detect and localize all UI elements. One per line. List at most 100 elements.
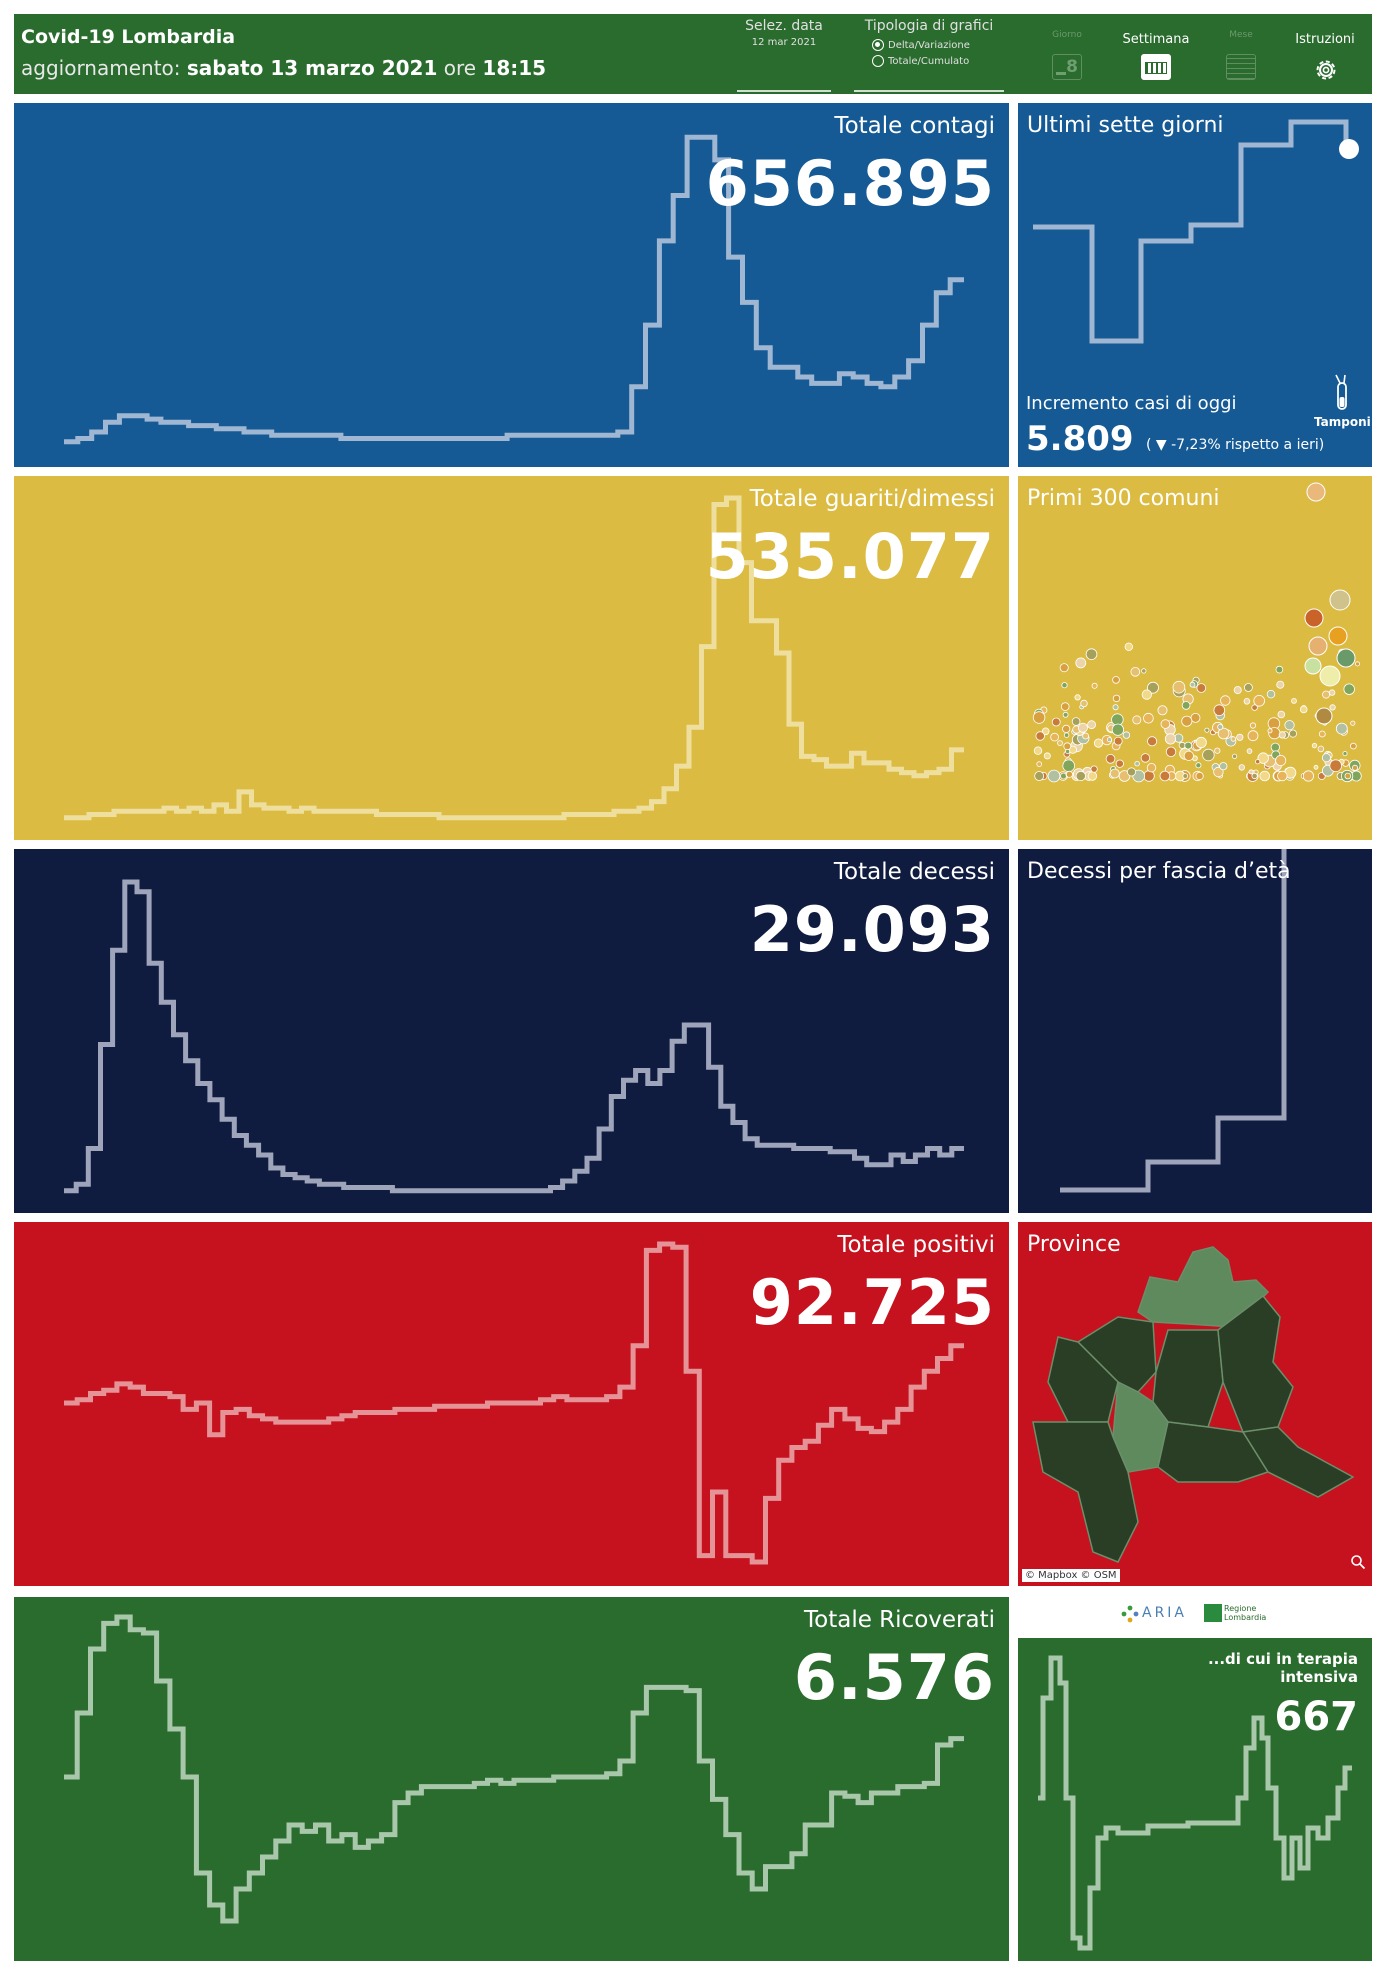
comune-bubble[interactable] (1043, 752, 1051, 760)
comune-bubble[interactable] (1127, 767, 1137, 777)
comune-bubble[interactable] (1062, 724, 1071, 733)
comune-bubble[interactable] (1202, 748, 1215, 762)
chart-type-option-delta[interactable]: Delta/Variazione (872, 39, 1004, 51)
comune-bubble[interactable] (1335, 722, 1348, 735)
comune-bubble[interactable] (1159, 770, 1171, 782)
comune-bubble[interactable] (1251, 704, 1258, 711)
comune-bubble[interactable] (1036, 761, 1043, 767)
comune-bubble[interactable] (1141, 668, 1147, 674)
comune-bubble[interactable] (1291, 697, 1297, 704)
panel-ultimi-sette-giorni[interactable]: Ultimi sette giorni Incremento casi di o… (1018, 103, 1372, 467)
comune-bubble[interactable] (1255, 759, 1261, 765)
comune-bubble[interactable] (1302, 770, 1314, 782)
comune-bubble[interactable] (1233, 686, 1242, 695)
comune-bubble[interactable] (1115, 759, 1124, 768)
comune-bubble[interactable] (1195, 771, 1204, 781)
tamponi-label[interactable]: Tamponi (1314, 415, 1371, 429)
comune-bubble[interactable] (1085, 648, 1098, 661)
comune-bubble[interactable] (1172, 680, 1186, 694)
comune-bubble[interactable] (1343, 683, 1355, 695)
comune-bubble[interactable] (1284, 720, 1295, 731)
comune-bubble[interactable] (1065, 770, 1073, 778)
comune-bubble[interactable] (1342, 751, 1348, 757)
comune-bubble[interactable] (1329, 704, 1336, 711)
comune-bubble[interactable] (1217, 727, 1230, 740)
comune-bubble[interactable] (1165, 746, 1177, 758)
comune-bubble[interactable] (1113, 736, 1123, 746)
comune-bubble[interactable] (1232, 753, 1238, 759)
comune-bubble[interactable] (1213, 766, 1224, 778)
comune-bubble[interactable] (1112, 704, 1119, 711)
comune-bubble[interactable] (1247, 730, 1259, 742)
comune-bubble[interactable] (1090, 765, 1098, 773)
comune-bubble-large[interactable] (1336, 648, 1356, 668)
comune-bubble[interactable] (1132, 715, 1142, 725)
comune-bubble[interactable] (1299, 705, 1308, 714)
comune-bubble[interactable] (1214, 747, 1221, 754)
comune-bubble[interactable] (1257, 752, 1269, 764)
comune-bubble[interactable] (1051, 717, 1061, 727)
comune-bubble[interactable] (1122, 731, 1131, 739)
comune-bubble[interactable] (1093, 738, 1104, 748)
comune-bubble[interactable] (1351, 764, 1358, 771)
comune-bubble[interactable] (1059, 663, 1069, 673)
comune-bubble-large[interactable] (1308, 636, 1328, 656)
nav-istruzioni-button[interactable]: Istruzioni (1285, 14, 1365, 94)
comune-bubble[interactable] (1267, 728, 1273, 734)
comune-bubble[interactable] (1217, 723, 1224, 730)
comune-bubble[interactable] (1329, 759, 1343, 773)
comune-bubble-large[interactable] (1329, 589, 1351, 611)
comune-bubble[interactable] (1317, 745, 1325, 753)
comune-bubble[interactable] (1147, 736, 1158, 747)
comune-bubble[interactable] (1106, 737, 1112, 743)
comune-bubble[interactable] (1124, 642, 1133, 651)
comune-bubble[interactable] (1112, 694, 1121, 703)
comune-bubble[interactable] (1275, 754, 1287, 766)
comune-bubble[interactable] (1236, 733, 1244, 741)
comune-bubble[interactable] (1344, 772, 1352, 780)
comune-bubble[interactable] (1183, 750, 1194, 761)
comune-bubble[interactable] (1061, 682, 1068, 689)
comune-bubble[interactable] (1087, 771, 1098, 781)
comune-bubble[interactable] (1080, 699, 1088, 708)
comune-bubble-large[interactable] (1306, 482, 1326, 502)
comune-bubble[interactable] (1313, 764, 1319, 770)
comune-bubble[interactable] (1182, 773, 1189, 779)
date-selector[interactable]: Selez. data 12 mar 2021 (737, 18, 831, 92)
comune-bubble[interactable] (1276, 680, 1285, 689)
comune-bubble[interactable] (1251, 772, 1258, 780)
comune-bubble[interactable] (1075, 770, 1086, 782)
comune-bubble[interactable] (1275, 665, 1284, 674)
comune-bubble[interactable] (1354, 661, 1360, 667)
nav-settimana-button[interactable]: Settimana (1116, 14, 1196, 94)
comune-bubble[interactable] (1196, 683, 1207, 693)
nav-mese-button[interactable]: Mese (1201, 14, 1281, 94)
comune-bubble[interactable] (1248, 769, 1254, 775)
comune-bubble[interactable] (1141, 689, 1152, 700)
comune-bubble[interactable] (1034, 771, 1045, 781)
comune-bubble[interactable] (1071, 717, 1081, 726)
comune-bubble[interactable] (1288, 729, 1297, 738)
comune-bubble[interactable] (1278, 731, 1286, 739)
comune-bubble[interactable] (1350, 720, 1356, 726)
comune-bubble[interactable] (1259, 770, 1271, 782)
map-attribution[interactable]: © Mapbox © OSM (1022, 1569, 1120, 1582)
comune-bubble[interactable] (1075, 657, 1087, 669)
comune-bubble[interactable] (1164, 733, 1177, 745)
comune-bubble[interactable] (1041, 727, 1050, 736)
comune-bubble[interactable] (1190, 712, 1201, 723)
comune-bubble[interactable] (1350, 742, 1357, 750)
comune-bubble[interactable] (1220, 695, 1231, 706)
comune-bubble[interactable] (1087, 720, 1096, 730)
panel-province-map[interactable]: Province © Mapbox © OSM (1018, 1222, 1372, 1586)
comune-bubble[interactable] (1062, 711, 1069, 718)
comune-bubble[interactable] (1077, 722, 1088, 733)
comune-bubble[interactable] (1195, 762, 1202, 769)
comune-bubble[interactable] (1062, 759, 1075, 773)
comune-bubble[interactable] (1189, 681, 1196, 688)
comune-bubble[interactable] (1266, 689, 1276, 699)
comune-bubble[interactable] (1184, 741, 1193, 750)
comune-bubble[interactable] (1047, 769, 1061, 783)
comune-bubble[interactable] (1243, 698, 1251, 705)
comune-bubble[interactable] (1213, 704, 1226, 717)
